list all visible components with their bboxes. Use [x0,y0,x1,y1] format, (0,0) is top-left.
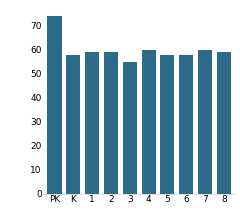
Bar [160,55,174,194]
Bar [66,55,80,194]
Bar [48,16,61,194]
Bar [217,52,231,194]
Bar [179,55,193,194]
Bar [104,52,118,194]
Bar [123,62,137,194]
Bar [85,52,99,194]
Bar [142,50,156,194]
Bar [198,50,212,194]
